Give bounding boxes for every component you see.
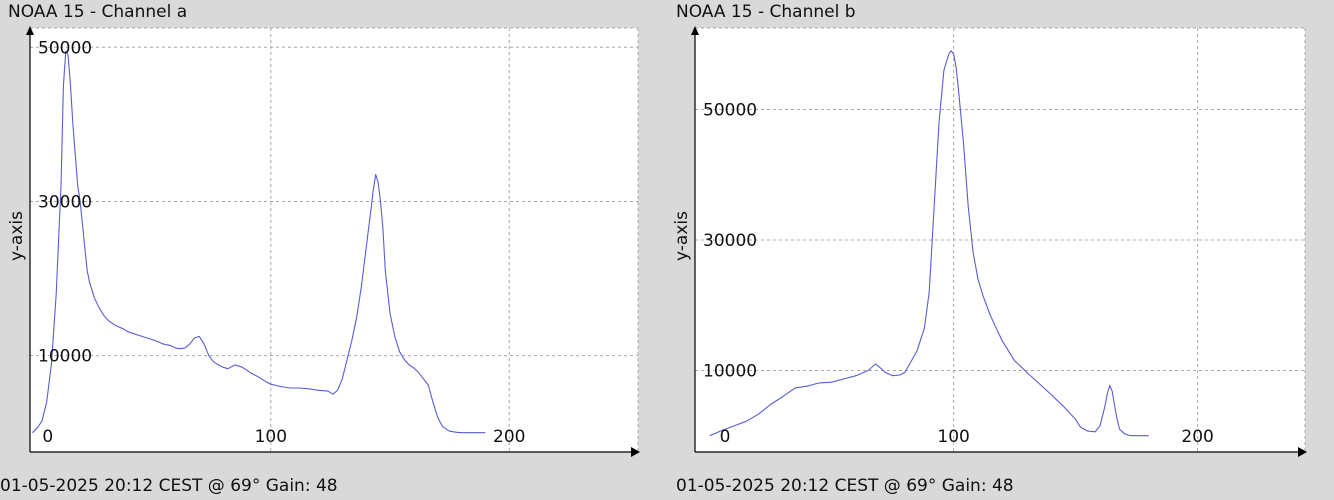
x-tick-label: 0: [42, 427, 53, 447]
y-tick-label: 10000: [703, 361, 757, 381]
x-tick-label: 100: [937, 427, 969, 447]
x-tick-label: 100: [255, 427, 287, 447]
x-tick-label: 0: [720, 427, 731, 447]
plot-area-b: [695, 28, 1305, 452]
y-tick-label: 30000: [703, 231, 757, 251]
y-tick-label: 50000: [38, 38, 92, 58]
y-tick-label: 30000: [38, 192, 92, 212]
y-tick-label: 10000: [38, 347, 92, 367]
x-axis-arrow-a: [631, 447, 640, 457]
series-line-b: [709, 50, 1149, 437]
x-tick-label: 200: [493, 427, 525, 447]
chart-footer-b: 01-05-2025 20:12 CEST @ 69° Gain: 48: [676, 476, 1014, 496]
chart-title-a: NOAA 15 - Channel a: [8, 2, 188, 22]
x-tick-label: 200: [1181, 427, 1213, 447]
chart-title-b: NOAA 15 - Channel b: [676, 2, 856, 22]
chart-panel-a: 0 100 200 10000 30000 50000 y-axis: [7, 26, 640, 457]
chart-footer-a: 01-05-2025 20:12 CEST @ 69° Gain: 48: [0, 476, 338, 496]
y-tick-label: 50000: [703, 101, 757, 121]
plot-area-a: [30, 28, 638, 452]
x-axis-arrow-b: [1298, 447, 1307, 457]
y-axis-arrow-b: [691, 26, 699, 35]
y-axis-label-a: y-axis: [7, 211, 27, 261]
y-axis-label-b: y-axis: [672, 211, 692, 261]
chart-panel-b: 0 100 200 10000 30000 50000 y-axis: [672, 26, 1307, 457]
y-axis-arrow-a: [26, 26, 34, 35]
series-line-a: [32, 50, 486, 434]
